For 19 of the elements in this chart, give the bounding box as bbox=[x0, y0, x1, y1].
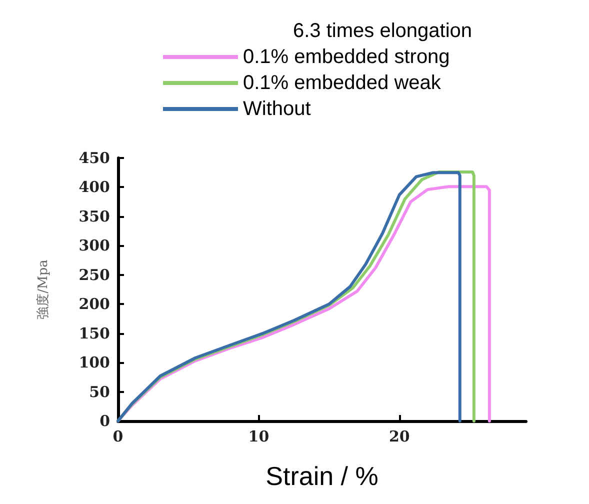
legend-label: 0.1% embedded strong bbox=[243, 46, 450, 68]
legend-label: 0.1% embedded weak bbox=[243, 72, 442, 94]
y-tick-label: 0 bbox=[100, 412, 110, 430]
y-tick-label: 450 bbox=[78, 149, 110, 167]
legend-title: 6.3 times elongation bbox=[293, 20, 472, 42]
y-tick-label: 400 bbox=[78, 178, 110, 196]
y-tick-label: 200 bbox=[78, 295, 110, 314]
y-tick-label: 350 bbox=[78, 207, 110, 226]
legend-label: Without bbox=[243, 98, 312, 120]
y-tick-label: 300 bbox=[78, 236, 110, 255]
x-tick-label: 0 bbox=[112, 428, 124, 446]
y-tick-label: 100 bbox=[78, 354, 110, 372]
x-axis-title: Strain / % bbox=[266, 461, 378, 491]
x-tick-label: 20 bbox=[388, 428, 410, 446]
y-tick-label: 50 bbox=[89, 382, 110, 401]
y-axis-title: 強度/Mpa bbox=[35, 259, 51, 320]
y-tick-label: 150 bbox=[78, 324, 110, 342]
y-tick-label: 250 bbox=[78, 266, 110, 284]
x-tick-label: 10 bbox=[248, 428, 270, 446]
